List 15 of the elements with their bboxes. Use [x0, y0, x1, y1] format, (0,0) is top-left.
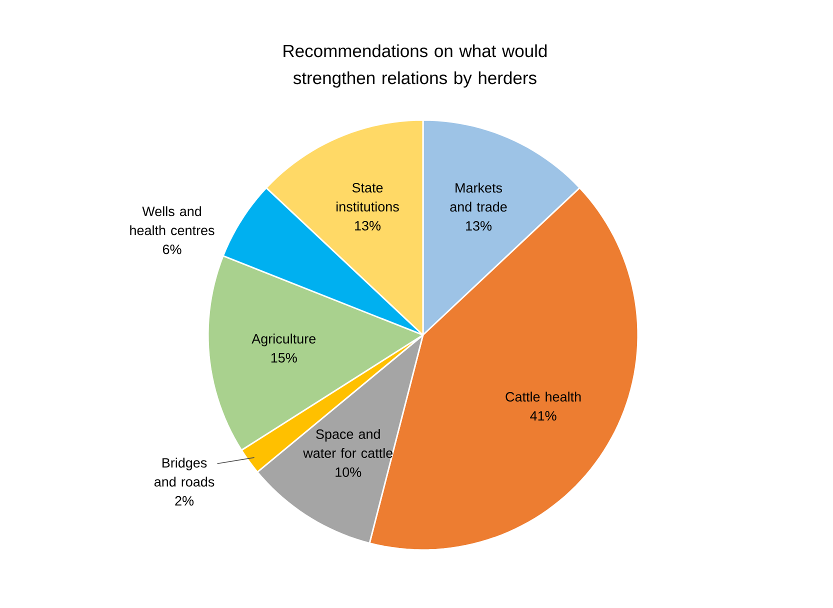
data-label: 10% [336, 467, 362, 477]
chart-title: Recommendations on what would strengthen relations by herders [284, 44, 547, 88]
slice-label: Space and water for cattle [303, 429, 393, 458]
slice-label: Agriculture [252, 334, 316, 346]
data-label: 13% [466, 221, 492, 231]
data-label: 2% [175, 496, 194, 506]
slice-label: Wells and health centres [130, 206, 214, 236]
slice-label: Cattle health [506, 392, 581, 402]
slice-label: State institutions [336, 182, 399, 212]
slice-label: Bridges and roads [154, 458, 214, 487]
slice-label: Markets and trade [450, 182, 507, 212]
data-label: 41% [530, 411, 556, 421]
data-label: 15% [271, 353, 297, 363]
data-label: 13% [355, 220, 381, 231]
data-label: 6% [162, 244, 182, 254]
